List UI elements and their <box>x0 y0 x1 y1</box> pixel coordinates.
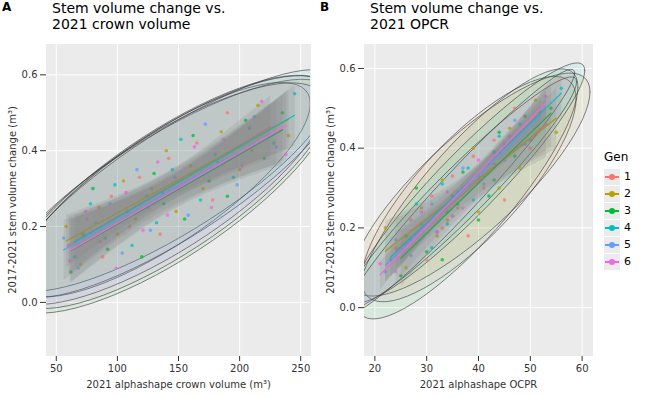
svg-text:0.2: 0.2 <box>340 222 356 233</box>
html-text:Gen: Gen <box>604 150 629 164</box>
svg-text:100: 100 <box>108 363 127 374</box>
svg-text:40: 40 <box>472 363 485 374</box>
svg-text:2021 alphashape OCPR: 2021 alphashape OCPR <box>420 379 538 390</box>
svg-text:50: 50 <box>524 363 537 374</box>
svg-text:0.0: 0.0 <box>22 297 38 308</box>
svg-text:50: 50 <box>50 363 63 374</box>
svg-text:0.4: 0.4 <box>22 145 38 156</box>
svg-text:60: 60 <box>576 363 589 374</box>
svg-text:250: 250 <box>291 363 310 374</box>
html-text:2: 2 <box>624 187 631 200</box>
html-text:B: B <box>320 0 330 14</box>
svg-text:0.4: 0.4 <box>340 142 356 153</box>
svg-text:30: 30 <box>420 363 433 374</box>
svg-text:0.6: 0.6 <box>22 69 38 80</box>
html-text:Stem volume change vs. 2021 cr: Stem volume change vs. 2021 crown volume <box>52 0 226 32</box>
svg-text:20: 20 <box>368 363 381 374</box>
svg-text:0.6: 0.6 <box>340 63 356 74</box>
svg-text:0.0: 0.0 <box>340 302 356 313</box>
svg-text:200: 200 <box>230 363 249 374</box>
svg-text:2017-2021 stem volume change (: 2017-2021 stem volume change (m³) <box>325 106 336 294</box>
svg-text:0.2: 0.2 <box>22 221 38 232</box>
html-text:4: 4 <box>624 221 631 234</box>
html-text:A: A <box>2 0 12 14</box>
html-text:1: 1 <box>624 170 631 183</box>
html-text:6: 6 <box>624 255 631 268</box>
svg-text:2021 alphashape crown volume (: 2021 alphashape crown volume (m³) <box>86 379 271 390</box>
html-text:3: 3 <box>624 204 631 217</box>
html-text:5: 5 <box>624 238 631 251</box>
svg-text:2017-2021 stem volume change (: 2017-2021 stem volume change (m³) <box>7 106 18 294</box>
svg-text:150: 150 <box>169 363 188 374</box>
html-text:Stem volume change vs. 2021 OP: Stem volume change vs. 2021 OPCR <box>370 0 544 32</box>
